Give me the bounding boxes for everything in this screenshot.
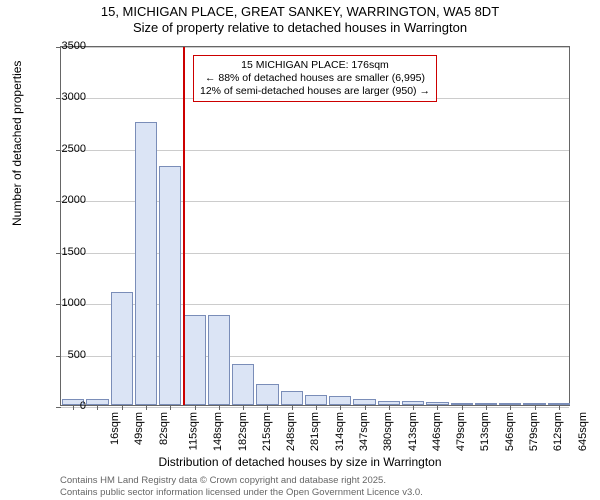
xtick-mark xyxy=(146,405,147,410)
xtick-label: 413sqm xyxy=(407,412,419,451)
xtick-label: 314sqm xyxy=(334,412,346,451)
histogram-bar xyxy=(111,292,133,405)
chart-plot-area: 15 MICHIGAN PLACE: 176sqm← 88% of detach… xyxy=(60,46,570,406)
xtick-mark xyxy=(437,405,438,410)
xtick-mark xyxy=(97,405,98,410)
xtick-label: 347sqm xyxy=(358,412,370,451)
xtick-label: 612sqm xyxy=(552,412,564,451)
xtick-mark xyxy=(389,405,390,410)
xtick-label: 579sqm xyxy=(528,412,540,451)
xtick-label: 479sqm xyxy=(455,412,467,451)
annotation-line: 15 MICHIGAN PLACE: 176sqm xyxy=(200,59,430,72)
chart-title-block: 15, MICHIGAN PLACE, GREAT SANKEY, WARRIN… xyxy=(0,0,600,37)
x-axis-label: Distribution of detached houses by size … xyxy=(0,455,600,469)
xtick-mark xyxy=(535,405,536,410)
histogram-bar xyxy=(159,166,181,405)
ytick-label: 500 xyxy=(46,349,86,361)
xtick-label: 248sqm xyxy=(285,412,297,451)
histogram-bar xyxy=(208,315,230,406)
annotation-box: 15 MICHIGAN PLACE: 176sqm← 88% of detach… xyxy=(193,55,437,102)
xtick-mark xyxy=(559,405,560,410)
xtick-label: 446sqm xyxy=(431,412,443,451)
xtick-mark xyxy=(243,405,244,410)
xtick-label: 513sqm xyxy=(480,412,492,451)
chart-title-sub: Size of property relative to detached ho… xyxy=(0,20,600,36)
xtick-label: 380sqm xyxy=(382,412,394,451)
marker-line xyxy=(183,47,185,405)
xtick-mark xyxy=(170,405,171,410)
ytick-label: 1500 xyxy=(46,246,86,258)
xtick-mark xyxy=(462,405,463,410)
histogram-bar xyxy=(183,315,205,406)
chart-title-main: 15, MICHIGAN PLACE, GREAT SANKEY, WARRIN… xyxy=(0,4,600,20)
xtick-mark xyxy=(340,405,341,410)
footer-line-1: Contains HM Land Registry data © Crown c… xyxy=(60,475,423,486)
xtick-mark xyxy=(195,405,196,410)
histogram-bar xyxy=(305,395,327,405)
xtick-label: 182sqm xyxy=(237,412,249,451)
gridline xyxy=(61,47,569,48)
xtick-label: 16sqm xyxy=(109,412,121,445)
histogram-bar xyxy=(329,396,351,405)
xtick-mark xyxy=(316,405,317,410)
ytick-label: 2000 xyxy=(46,194,86,206)
gridline xyxy=(61,407,569,408)
histogram-bar xyxy=(232,364,254,405)
xtick-mark xyxy=(122,405,123,410)
xtick-mark xyxy=(219,405,220,410)
xtick-label: 148sqm xyxy=(212,412,224,451)
annotation-line: 12% of semi-detached houses are larger (… xyxy=(200,85,430,98)
xtick-mark xyxy=(267,405,268,410)
xtick-mark xyxy=(510,405,511,410)
ytick-label: 1000 xyxy=(46,297,86,309)
ytick-label: 0 xyxy=(46,400,86,412)
annotation-line: ← 88% of detached houses are smaller (6,… xyxy=(200,72,430,85)
ytick-label: 2500 xyxy=(46,143,86,155)
histogram-bar xyxy=(256,384,278,405)
xtick-label: 115sqm xyxy=(187,412,199,450)
xtick-label: 215sqm xyxy=(261,412,273,451)
xtick-mark xyxy=(292,405,293,410)
footer-attribution: Contains HM Land Registry data © Crown c… xyxy=(60,475,423,498)
xtick-mark xyxy=(413,405,414,410)
xtick-label: 546sqm xyxy=(504,412,516,451)
y-axis-label: Number of detached properties xyxy=(10,61,24,226)
xtick-mark xyxy=(486,405,487,410)
xtick-mark xyxy=(365,405,366,410)
histogram-bar xyxy=(281,391,303,405)
xtick-label: 82sqm xyxy=(158,412,170,445)
xtick-label: 645sqm xyxy=(577,412,589,451)
xtick-label: 281sqm xyxy=(310,412,322,451)
footer-line-2: Contains public sector information licen… xyxy=(60,487,423,498)
ytick-label: 3000 xyxy=(46,91,86,103)
histogram-bar xyxy=(135,122,157,405)
ytick-label: 3500 xyxy=(46,40,86,52)
xtick-label: 49sqm xyxy=(133,412,145,445)
